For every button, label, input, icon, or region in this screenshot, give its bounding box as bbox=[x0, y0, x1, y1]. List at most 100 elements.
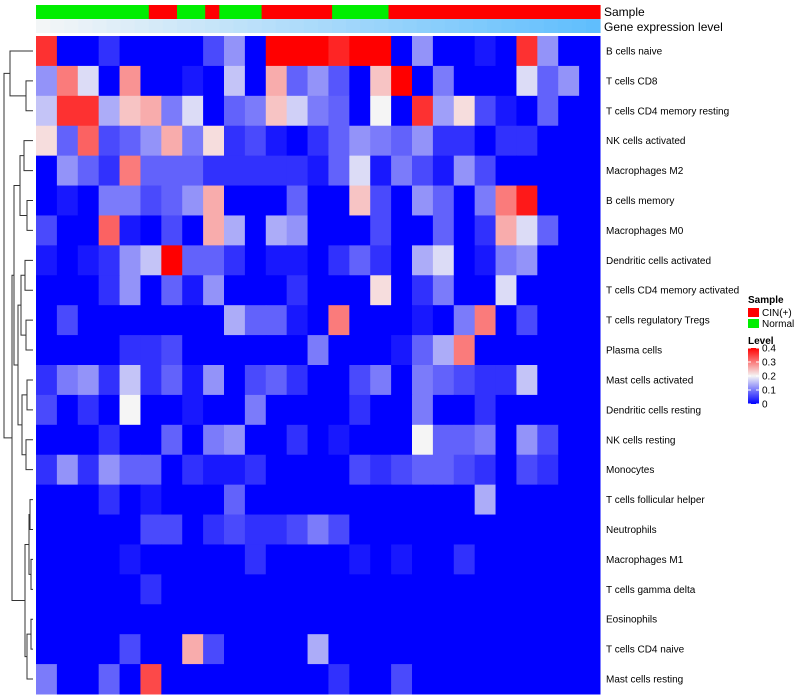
sample-annotation-cell bbox=[303, 5, 319, 19]
heatmap-cell bbox=[265, 65, 288, 97]
heatmap-cell bbox=[453, 574, 476, 605]
heatmap-cell bbox=[224, 604, 246, 635]
gene-expression-annotation-cell bbox=[346, 19, 361, 33]
heatmap-cell bbox=[140, 394, 162, 426]
heatmap-cell bbox=[328, 604, 350, 635]
heatmap-cell bbox=[412, 604, 434, 635]
heatmap-cell bbox=[140, 275, 162, 306]
heatmap-cell bbox=[98, 275, 121, 306]
heatmap-cell bbox=[516, 424, 538, 456]
heatmap-cell bbox=[328, 514, 350, 545]
heatmap-cell bbox=[119, 514, 141, 545]
heatmap-cell bbox=[286, 305, 309, 336]
heatmap-cell bbox=[224, 544, 246, 575]
heatmap-cell bbox=[119, 245, 141, 276]
heatmap-cell bbox=[391, 634, 413, 665]
heatmap-cell bbox=[265, 365, 288, 396]
heatmap-cell bbox=[349, 544, 371, 575]
heatmap-cell bbox=[36, 484, 58, 516]
gene-expression-annotation-cell bbox=[191, 19, 206, 33]
heatmap-cell bbox=[391, 185, 413, 216]
heatmap-cell bbox=[265, 574, 288, 605]
heatmap-cell bbox=[36, 245, 58, 276]
heatmap-cell bbox=[203, 335, 225, 366]
heatmap-cell bbox=[412, 365, 434, 396]
heatmap-cell bbox=[328, 305, 350, 336]
heatmap-cell bbox=[349, 36, 371, 67]
sample-annotation-cell bbox=[78, 5, 93, 19]
heatmap-cell bbox=[56, 36, 79, 67]
heatmap-cell bbox=[474, 65, 497, 97]
heatmap-cell bbox=[516, 454, 538, 486]
heatmap-cell bbox=[349, 125, 371, 157]
gene-expression-annotation-cell bbox=[571, 19, 587, 33]
gene-expression-annotation-cell bbox=[233, 19, 249, 33]
sample-annotation-cell bbox=[64, 5, 79, 19]
heatmap-cell bbox=[537, 454, 559, 486]
heatmap-cell bbox=[77, 514, 100, 545]
heatmap-cell bbox=[307, 125, 329, 157]
dendrogram-branch bbox=[24, 259, 33, 291]
heatmap-cell bbox=[244, 335, 267, 366]
heatmap-cell bbox=[307, 155, 329, 187]
heatmap-cell bbox=[182, 394, 204, 426]
heatmap-cell bbox=[579, 514, 601, 545]
heatmap-cell bbox=[391, 275, 413, 306]
heatmap-cell bbox=[579, 574, 601, 605]
heatmap-cell bbox=[516, 65, 538, 97]
heatmap-cell bbox=[453, 604, 476, 635]
heatmap-cell bbox=[391, 394, 413, 426]
heatmap-cell bbox=[453, 544, 476, 575]
heatmap-cell bbox=[36, 305, 58, 336]
heatmap-cell bbox=[244, 245, 267, 276]
heatmap-cell bbox=[140, 36, 162, 67]
heatmap-cell bbox=[474, 484, 497, 516]
gene-expression-annotation-label: Gene expression level bbox=[604, 20, 723, 34]
heatmap-cell bbox=[370, 305, 392, 336]
gene-expression-annotation-cell bbox=[501, 19, 516, 33]
heatmap-cell bbox=[265, 394, 288, 426]
heatmap-cell bbox=[328, 574, 350, 605]
heatmap-cell bbox=[307, 215, 329, 246]
heatmap-cell bbox=[558, 65, 580, 97]
row-label: Plasma cells bbox=[606, 346, 662, 357]
row-label: Neutrophils bbox=[606, 525, 657, 536]
heatmap-cell bbox=[349, 634, 371, 665]
heatmap-cell bbox=[412, 185, 434, 216]
heatmap-cell bbox=[307, 544, 329, 575]
heatmap-cell bbox=[453, 215, 476, 246]
row-label: Dendritic cells resting bbox=[606, 405, 701, 416]
heatmap-cell bbox=[307, 634, 329, 665]
gene-expression-annotation-cell bbox=[78, 19, 93, 33]
heatmap-cell bbox=[537, 424, 559, 456]
legend-label-cin: CIN(+) bbox=[762, 308, 792, 319]
heatmap-cell bbox=[558, 215, 580, 246]
heatmap-cell bbox=[432, 215, 455, 246]
sample-annotation-cell bbox=[557, 5, 573, 19]
heatmap-cell bbox=[516, 275, 538, 306]
heatmap-cell bbox=[370, 275, 392, 306]
heatmap-cell bbox=[579, 365, 601, 396]
heatmap-cell bbox=[36, 514, 58, 545]
dendrogram-branch bbox=[13, 185, 20, 366]
heatmap-cell bbox=[36, 574, 58, 605]
heatmap-cell bbox=[516, 484, 538, 516]
heatmap-cell bbox=[244, 155, 267, 187]
heatmap-cell bbox=[495, 335, 517, 366]
heatmap-cell bbox=[537, 365, 559, 396]
heatmap-cell bbox=[161, 65, 183, 97]
heatmap-cell bbox=[119, 125, 141, 157]
heatmap-cell bbox=[77, 604, 100, 635]
row-label: Macrophages M1 bbox=[606, 555, 684, 566]
heatmap-cell bbox=[140, 95, 162, 127]
heatmap-cell bbox=[98, 604, 121, 635]
heatmap-cell bbox=[432, 36, 455, 67]
heatmap-cell bbox=[286, 95, 309, 127]
heatmap-cell bbox=[349, 215, 371, 246]
sample-annotation-cell bbox=[177, 5, 192, 19]
heatmap-cell bbox=[474, 125, 497, 157]
gene-expression-annotation-cell bbox=[134, 19, 150, 33]
heatmap-cell bbox=[579, 65, 601, 97]
heatmap-cell bbox=[412, 514, 434, 545]
heatmap-cell bbox=[36, 335, 58, 366]
